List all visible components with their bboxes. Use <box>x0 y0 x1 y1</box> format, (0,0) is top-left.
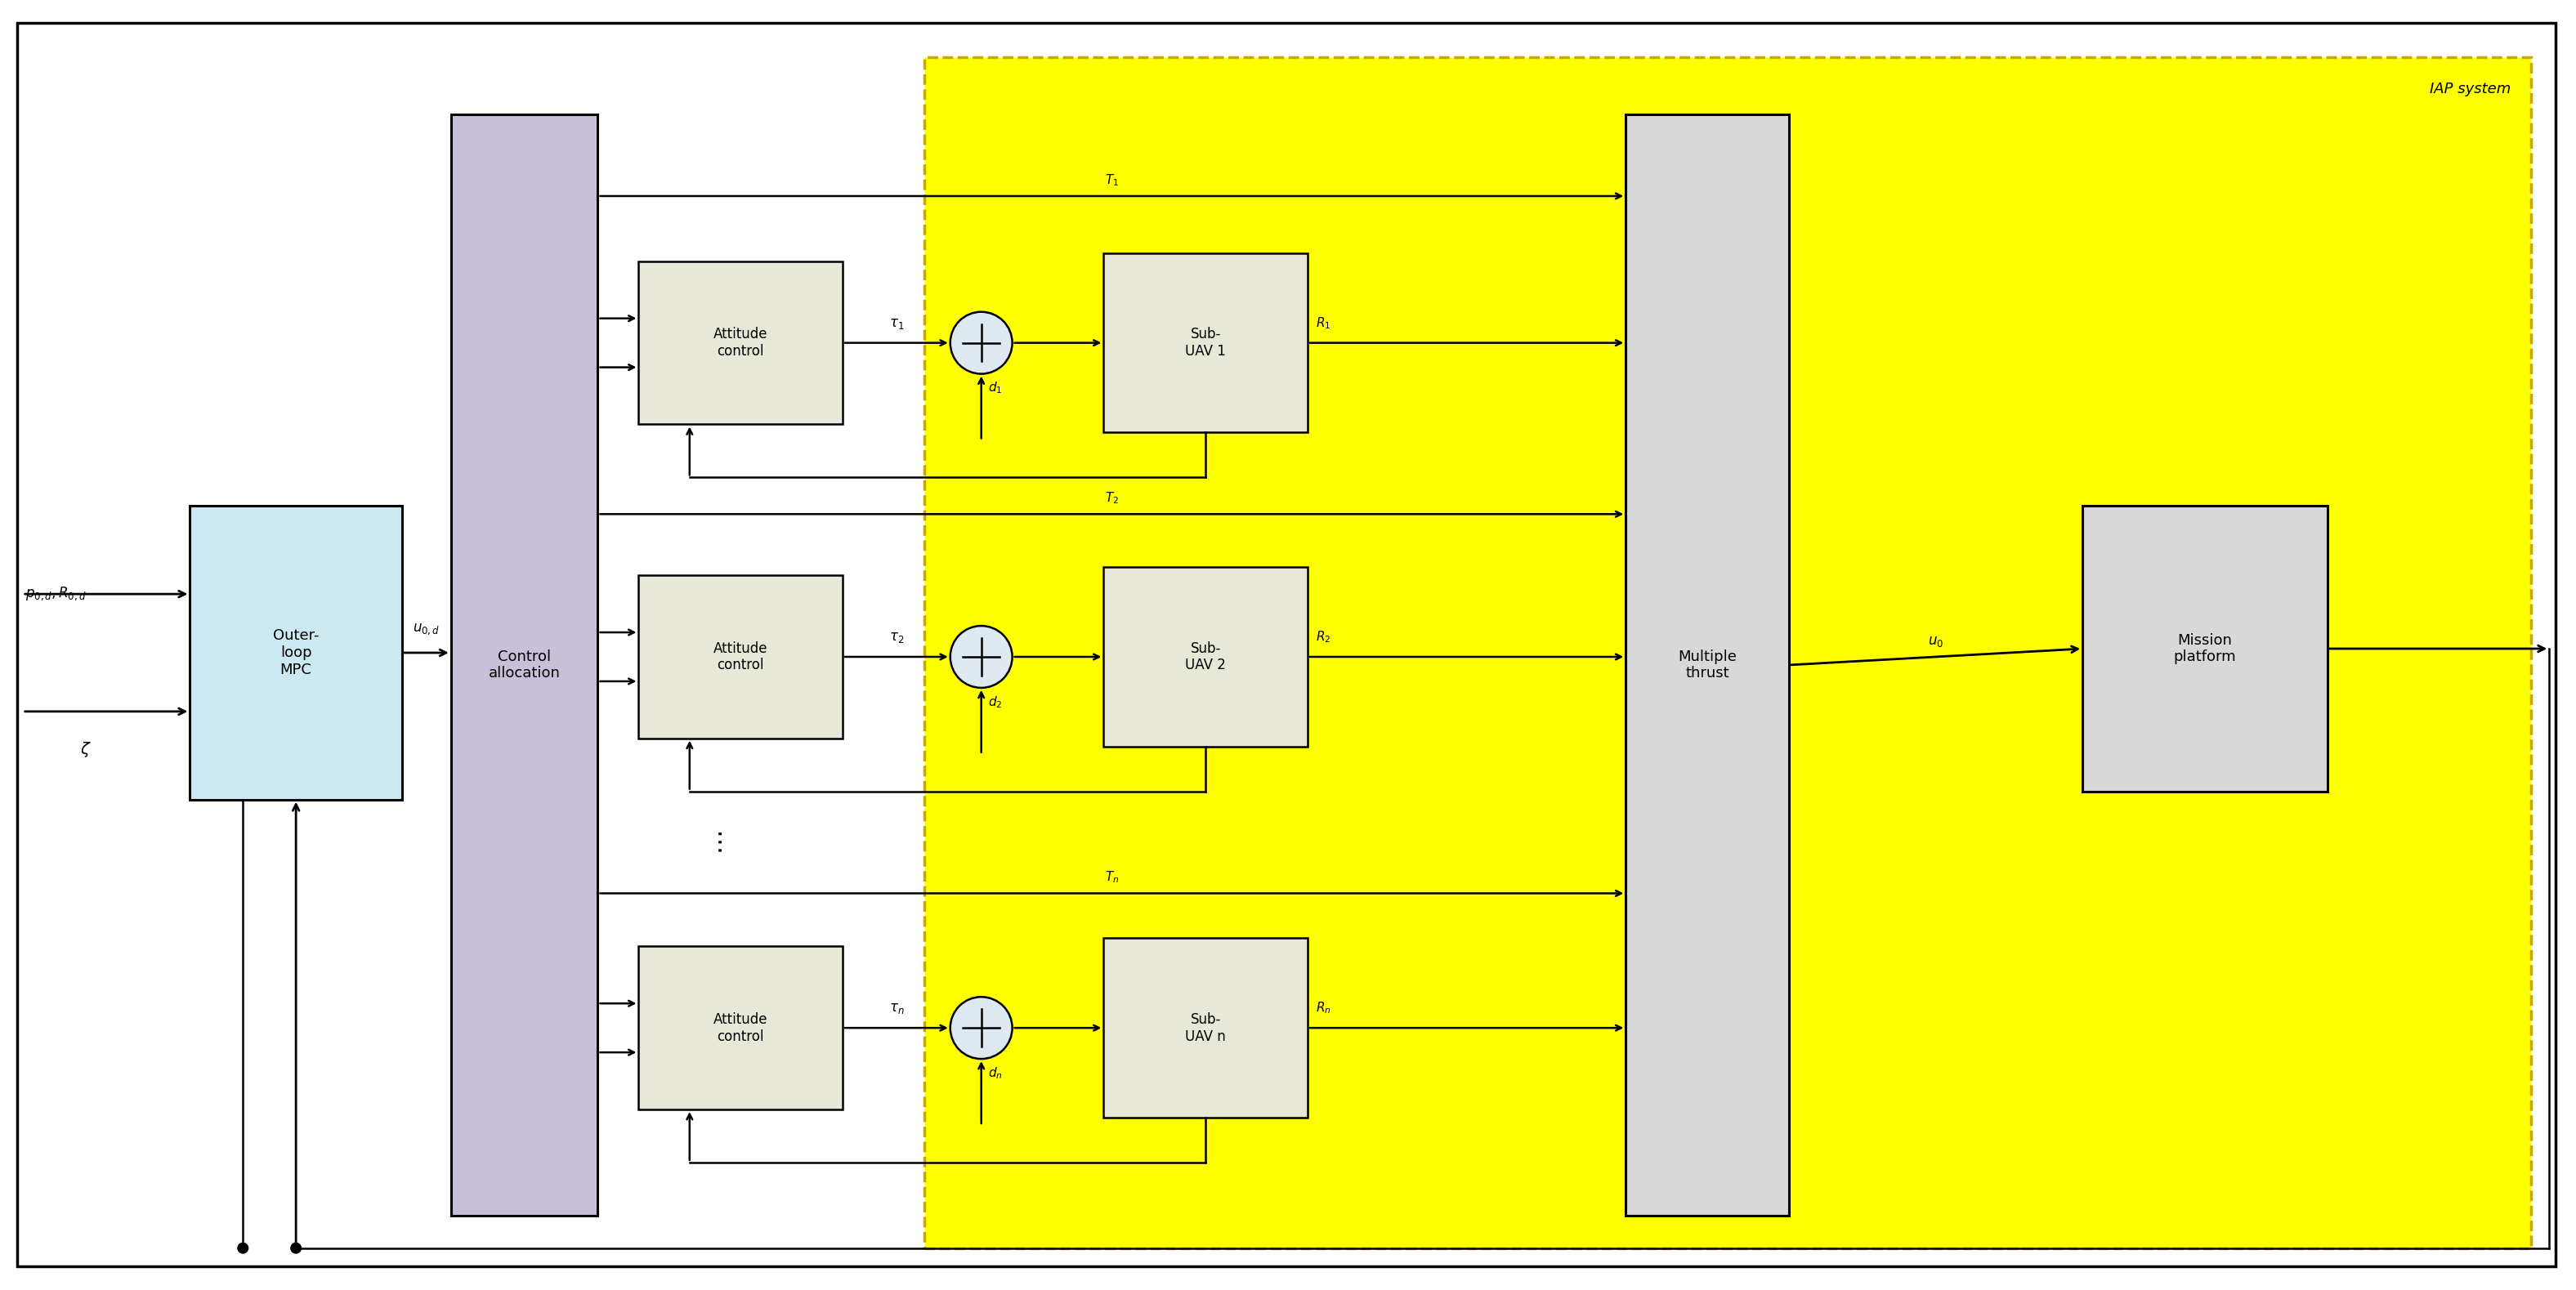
Bar <box>639 262 842 424</box>
Text: $T_n$: $T_n$ <box>1105 869 1118 885</box>
Bar <box>639 575 842 738</box>
Text: $d_n$: $d_n$ <box>987 1066 1002 1081</box>
Text: $\tau_2$: $\tau_2$ <box>889 630 904 645</box>
Circle shape <box>951 997 1012 1059</box>
Bar <box>1103 253 1309 432</box>
Bar <box>639 947 842 1109</box>
Text: Sub-
UAV 2: Sub- UAV 2 <box>1185 641 1226 672</box>
Text: $\tau_1$: $\tau_1$ <box>889 316 904 330</box>
Text: $R_n$: $R_n$ <box>1316 1000 1332 1015</box>
Text: $\cdots$: $\cdots$ <box>708 831 732 854</box>
Bar <box>1103 938 1309 1117</box>
Text: Outer-
loop
MPC: Outer- loop MPC <box>273 628 319 677</box>
Bar <box>451 115 598 1215</box>
Bar <box>191 506 402 800</box>
Text: $p_{0,d}, R_{0,d}$: $p_{0,d}, R_{0,d}$ <box>26 586 85 602</box>
Text: Attitude
control: Attitude control <box>714 326 768 359</box>
Text: $d_1$: $d_1$ <box>987 381 1002 396</box>
Text: IAP system: IAP system <box>2429 81 2512 97</box>
Text: Sub-
UAV n: Sub- UAV n <box>1185 1013 1226 1044</box>
Bar <box>1625 115 1788 1215</box>
Text: $T_1$: $T_1$ <box>1105 173 1118 188</box>
Text: Mission
platform: Mission platform <box>2174 633 2236 664</box>
Text: Control
allocation: Control allocation <box>489 649 562 681</box>
Text: Sub-
UAV 1: Sub- UAV 1 <box>1185 326 1226 359</box>
Bar <box>1103 568 1309 747</box>
Text: Attitude
control: Attitude control <box>714 1013 768 1044</box>
Text: $R_2$: $R_2$ <box>1316 630 1332 645</box>
Circle shape <box>951 626 1012 688</box>
Bar <box>2081 506 2326 791</box>
Circle shape <box>291 1242 301 1254</box>
Text: $T_2$: $T_2$ <box>1105 490 1118 506</box>
Text: $R_1$: $R_1$ <box>1316 315 1332 330</box>
Circle shape <box>951 312 1012 374</box>
Text: $u_0$: $u_0$ <box>1927 633 1942 649</box>
Text: $d_2$: $d_2$ <box>987 694 1002 710</box>
Text: Attitude
control: Attitude control <box>714 641 768 672</box>
Text: $\tau_n$: $\tau_n$ <box>889 1001 904 1015</box>
Circle shape <box>237 1242 250 1254</box>
Bar <box>925 58 2532 1249</box>
Text: Multiple
thrust: Multiple thrust <box>1677 649 1736 681</box>
Text: $u_{0,d}$: $u_{0,d}$ <box>412 622 440 636</box>
Text: $\zeta$: $\zeta$ <box>80 740 90 759</box>
